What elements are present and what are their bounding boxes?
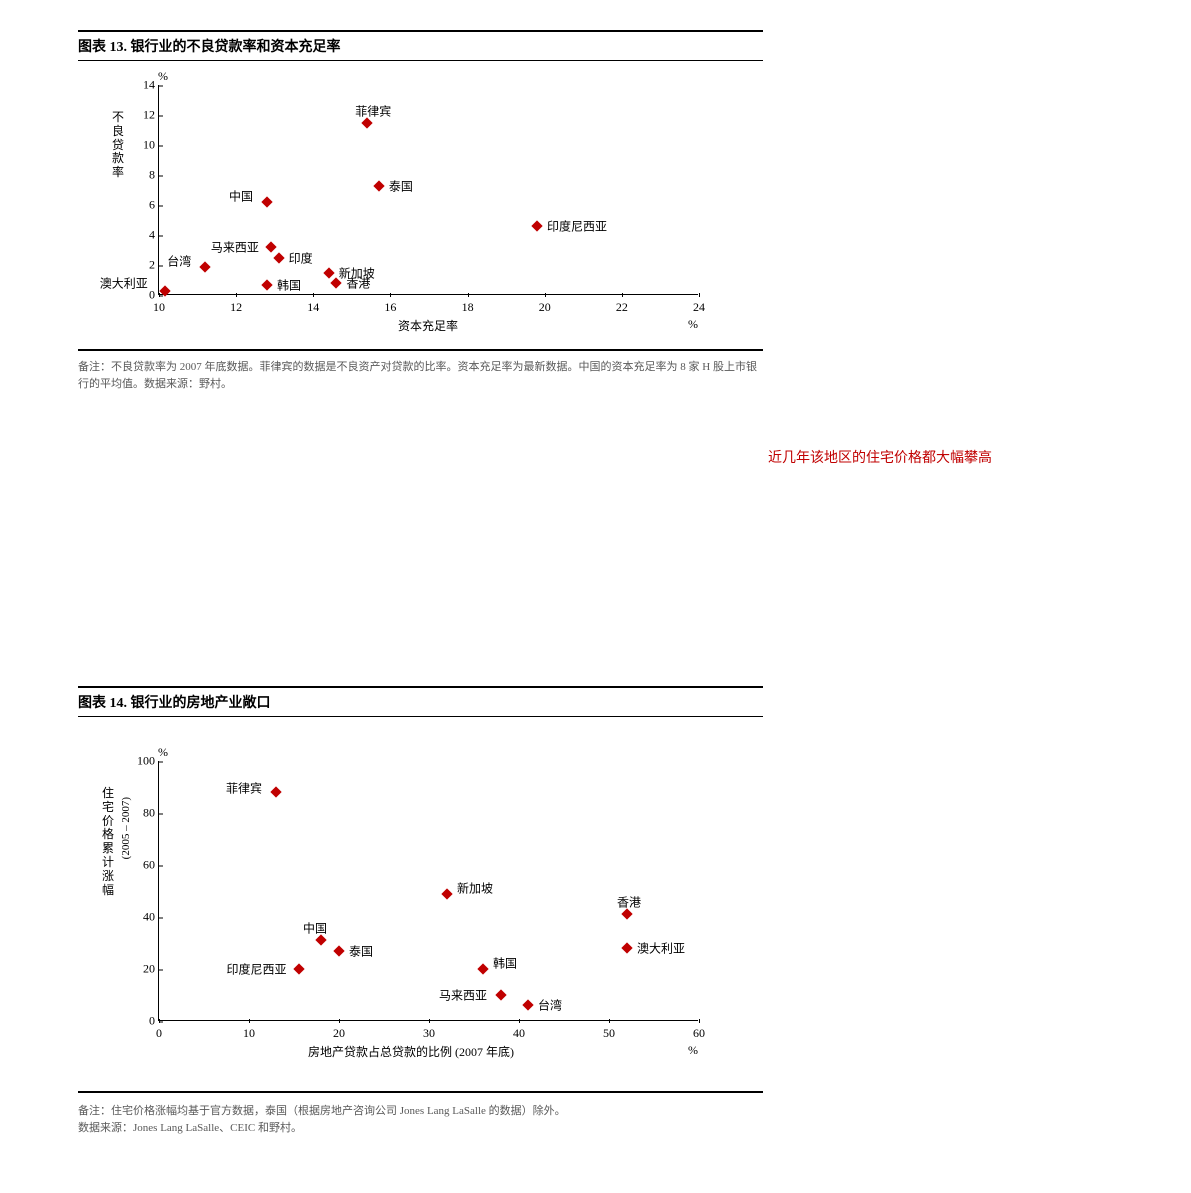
data-point-marker <box>273 252 284 263</box>
data-point-label: 台湾 <box>167 252 191 269</box>
data-point-label: 香港 <box>617 894 641 911</box>
y-tick: 20 <box>143 962 159 977</box>
x-tick: 16 <box>384 294 396 315</box>
data-point-marker <box>270 787 281 798</box>
y-tick: 14 <box>143 78 159 93</box>
x-tick: 20 <box>333 1020 345 1041</box>
chart-14-title: 图表 14. 银行业的房地产业敞口 <box>78 686 763 717</box>
y-tick: 2 <box>149 258 159 273</box>
data-point-label: 中国 <box>229 188 253 205</box>
chart-13-y-unit: % <box>158 69 168 84</box>
chart-14-rule <box>78 1091 763 1093</box>
chart-13-x-unit: % <box>688 317 698 332</box>
x-tick: 14 <box>307 294 319 315</box>
data-point-label: 新加坡 <box>457 879 493 896</box>
data-point-marker <box>261 279 272 290</box>
y-label-char: 格 <box>102 828 114 842</box>
data-point-label: 印度尼西亚 <box>547 218 607 235</box>
chart-14-x-unit: % <box>688 1043 698 1058</box>
y-label-char: 宅 <box>102 801 114 815</box>
data-point-label: 韩国 <box>493 955 517 972</box>
y-tick: 4 <box>149 228 159 243</box>
data-point-marker <box>522 1000 533 1011</box>
data-point-label: 印度 <box>289 249 313 266</box>
y-tick: 80 <box>143 806 159 821</box>
data-point-marker <box>333 945 344 956</box>
y-tick: 40 <box>143 910 159 925</box>
y-tick: 12 <box>143 108 159 123</box>
data-point-marker <box>477 963 488 974</box>
chart-14-y-label: 住 宅 价 格 累 计 涨 幅 <box>102 787 114 897</box>
y-label-char: 幅 <box>102 884 114 898</box>
data-point-marker <box>441 888 452 899</box>
y-tick: 100 <box>137 754 159 769</box>
data-point-marker <box>261 196 272 207</box>
x-tick: 10 <box>243 1020 255 1041</box>
chart-14-y-unit: % <box>158 745 168 760</box>
x-tick: 20 <box>539 294 551 315</box>
x-tick: 18 <box>462 294 474 315</box>
footnote-line: 数据来源：Jones Lang LaSalle、CEIC 和野村。 <box>78 1120 763 1137</box>
price-rise-callout: 近几年该地区的住宅价格都大幅攀高 <box>768 450 1028 469</box>
y-label-char: 累 <box>102 842 114 856</box>
data-point-marker <box>621 943 632 954</box>
chart-13-footnote: 备注：不良贷款率为 2007 年底数据。菲律宾的数据是不良资产对贷款的比率。资本… <box>78 353 763 393</box>
data-point-label: 澳大利亚 <box>637 940 685 957</box>
y-tick: 6 <box>149 198 159 213</box>
x-tick: 60 <box>693 1020 705 1041</box>
data-point-label: 菲律宾 <box>355 102 391 119</box>
data-point-label: 中国 <box>303 920 327 937</box>
x-tick: 0 <box>156 1020 162 1041</box>
x-tick: 12 <box>230 294 242 315</box>
data-point-marker <box>531 220 542 231</box>
x-tick: 30 <box>423 1020 435 1041</box>
chart-13-block: 图表 13. 银行业的不良贷款率和资本充足率 % 不 良 贷 款 率 02468… <box>78 30 763 393</box>
data-point-label: 印度尼西亚 <box>227 961 287 978</box>
y-label-char: 率 <box>112 166 124 180</box>
chart-14-block: 图表 14. 银行业的房地产业敞口 % 住 宅 价 格 累 计 涨 幅 (200… <box>78 686 763 1137</box>
y-label-char: 贷 <box>112 139 124 153</box>
y-label-char: 涨 <box>102 870 114 884</box>
y-label-char: 不 <box>112 111 124 125</box>
chart-13-plot-wrap: % 不 良 贷 款 率 024681012141012141618202224澳… <box>78 71 763 341</box>
data-point-label: 泰国 <box>389 177 413 194</box>
data-point-marker <box>373 180 384 191</box>
chart-13-y-label: 不 良 贷 款 率 <box>112 111 124 180</box>
y-label-char: 良 <box>112 125 124 139</box>
chart-14-plot-wrap: % 住 宅 价 格 累 计 涨 幅 (2005 – 2007) 0 20 40 60 8… <box>78 727 763 1067</box>
y-label-char: 住 <box>102 787 114 801</box>
y-label-char: 计 <box>102 856 114 870</box>
data-point-label: 韩国 <box>277 276 301 293</box>
data-point-label: 香港 <box>346 275 370 292</box>
x-tick: 50 <box>603 1020 615 1041</box>
y-tick: 8 <box>149 168 159 183</box>
footnote-line: 备注：住宅价格涨幅均基于官方数据，泰国（根据房地产咨询公司 Jones Lang… <box>78 1103 763 1120</box>
data-point-marker <box>200 261 211 272</box>
x-tick: 24 <box>693 294 705 315</box>
x-tick: 40 <box>513 1020 525 1041</box>
data-point-marker <box>293 963 304 974</box>
chart-13-x-label: 资本充足率 <box>398 317 458 334</box>
x-tick: 22 <box>616 294 628 315</box>
chart-13-title: 图表 13. 银行业的不良贷款率和资本充足率 <box>78 30 763 61</box>
data-point-label: 马来西亚 <box>211 239 259 256</box>
data-point-marker <box>495 989 506 1000</box>
chart-14-x-label: 房地产贷款占总贷款的比例 (2007 年底) <box>308 1043 514 1060</box>
chart-14-y-sub: (2005 – 2007) <box>120 797 133 859</box>
data-point-label: 马来西亚 <box>439 987 487 1004</box>
y-tick: 60 <box>143 858 159 873</box>
chart-14-footnote: 备注：住宅价格涨幅均基于官方数据，泰国（根据房地产咨询公司 Jones Lang… <box>78 1097 763 1137</box>
chart-13-plot-area: 024681012141012141618202224澳大利亚台湾中国马来西亚印… <box>158 85 698 295</box>
y-tick: 10 <box>143 138 159 153</box>
data-point-label: 菲律宾 <box>226 780 262 797</box>
data-point-label: 泰国 <box>349 942 373 959</box>
x-tick: 10 <box>153 294 165 315</box>
data-point-label: 台湾 <box>538 997 562 1014</box>
data-point-marker <box>323 267 334 278</box>
data-point-marker <box>265 241 276 252</box>
chart-14-plot-area: 0204060801000102030405060菲律宾印度尼西亚中国泰国新加坡… <box>158 761 698 1021</box>
chart-13-rule <box>78 349 763 351</box>
data-point-label: 澳大利亚 <box>100 275 148 292</box>
